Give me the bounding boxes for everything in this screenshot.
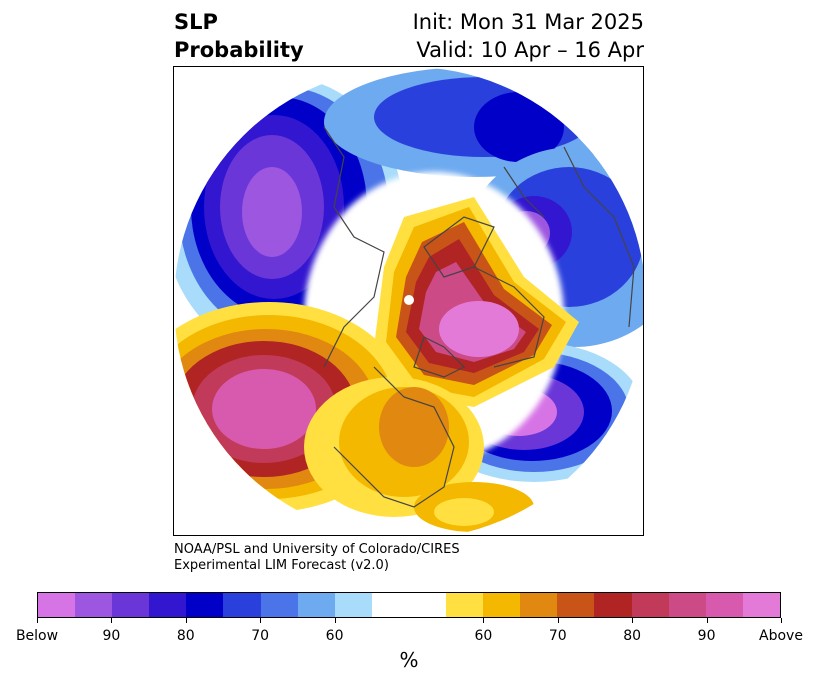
colorbar-swatch [149,593,187,617]
anomaly-field [174,67,643,535]
colorbar-tick-label: Below [15,628,59,644]
colorbar-swatch [520,593,558,617]
title-variable: SLP [174,10,218,34]
colorbar-tick-label: 80 [176,628,195,644]
colorbar-swatch [260,593,298,617]
colorbar-tick-label: 90 [697,628,716,644]
colorbar-tick-label: 60 [474,628,493,644]
colorbar-tick [632,618,634,623]
colorbar-tick [111,618,113,623]
colorbar-swatch [38,593,76,617]
colorbar-swatch [112,593,150,617]
forecast-dates: Init: Mon 31 Mar 2025 Valid: 10 Apr – 16… [413,8,644,64]
colorbar [37,592,781,618]
colorbar-tick [557,618,559,623]
colorbar-swatch [334,593,372,617]
colorbar-swatch [483,593,521,617]
colorbar-tick-label: Above [759,628,803,644]
above-anomaly-north-america [304,377,484,517]
colorbar-swatch [446,593,484,617]
colorbar-swatch [594,593,632,617]
colorbar-tick-label: 70 [548,628,567,644]
colorbar-tick-label: 90 [102,628,121,644]
credit-line-2: Experimental LIM Forecast (v2.0) [174,558,389,573]
colorbar-tick [185,618,187,623]
colorbar-swatch [186,593,224,617]
colorbar-tick-label: 70 [251,628,270,644]
credit-line-1: NOAA/PSL and University of Colorado/CIRE… [174,542,460,557]
colorbar-swatch [742,593,780,617]
colorbar-swatch [705,593,743,617]
colorbar-tick-label: 80 [623,628,642,644]
above-anomaly-gulf [414,482,534,532]
colorbar-tick [260,618,262,623]
probability-map [173,66,644,536]
title-quantity: Probability [174,38,304,62]
colorbar-tick [483,618,485,623]
colorbar-tick-label: 60 [325,628,344,644]
credit-text: NOAA/PSL and University of Colorado/CIRE… [174,542,460,574]
colorbar-swatch [668,593,706,617]
colorbar-swatch [557,593,595,617]
colorbar-tick [781,618,782,623]
colorbar-swatch [371,593,409,617]
colorbar-tick [37,618,38,623]
colorbar-swatch [75,593,113,617]
colorbar-swatch [408,593,447,617]
colorbar-unit: % [399,648,419,672]
colorbar-tick [706,618,708,623]
coastlines [323,126,635,508]
colorbar-tick [334,618,336,623]
valid-range: Valid: 10 Apr – 16 Apr [416,38,644,62]
init-date: Init: Mon 31 Mar 2025 [412,10,644,34]
chart-title: SLP Probability [174,8,304,64]
colorbar-swatch [223,593,261,617]
colorbar-swatch [297,593,335,617]
polar-map [174,67,643,535]
colorbar-swatch [631,593,669,617]
